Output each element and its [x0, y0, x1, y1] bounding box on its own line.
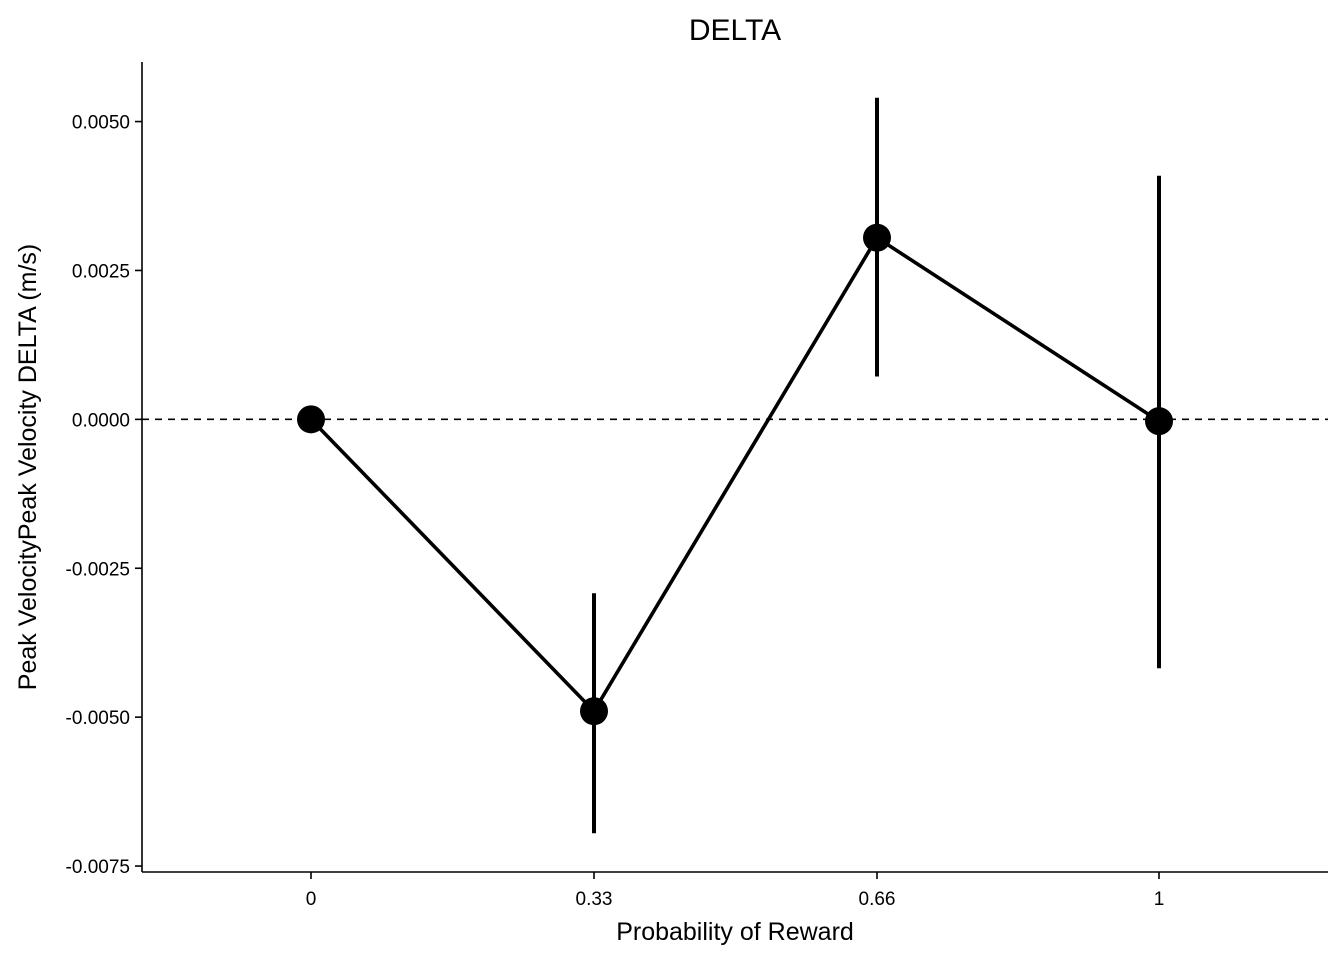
y-axis: 0.0050 0.0025 0.0000 -0.0025 -0.0050 -0.0075 [66, 62, 143, 878]
series-line [309, 235, 1160, 715]
y-tick-label: -0.0025 [66, 559, 130, 580]
x-axis-title: Probability of Reward [616, 918, 854, 946]
x-tick-label: 0 [306, 889, 317, 910]
data-point [1145, 407, 1173, 436]
y-tick-label: 0.0000 [72, 410, 130, 431]
y-tick-label: 0.0050 [72, 113, 130, 134]
data-point [580, 697, 608, 726]
data-point [297, 405, 325, 434]
chart-title: DELTA [689, 14, 781, 47]
x-axis: 0 0.33 0.66 1 [142, 871, 1328, 910]
x-tick-label: 0.33 [576, 889, 613, 910]
y-tick-label: -0.0075 [66, 857, 130, 878]
x-tick-label: 1 [1154, 889, 1165, 910]
plot-area [142, 97, 1328, 834]
data-point [863, 223, 891, 252]
y-axis-title: Peak VelocityPeak Velocity DELTA (m/s) [14, 244, 42, 690]
x-tick-label: 0.66 [859, 889, 896, 910]
y-tick-label: 0.0025 [72, 261, 130, 282]
y-tick-label: -0.0050 [66, 708, 130, 729]
